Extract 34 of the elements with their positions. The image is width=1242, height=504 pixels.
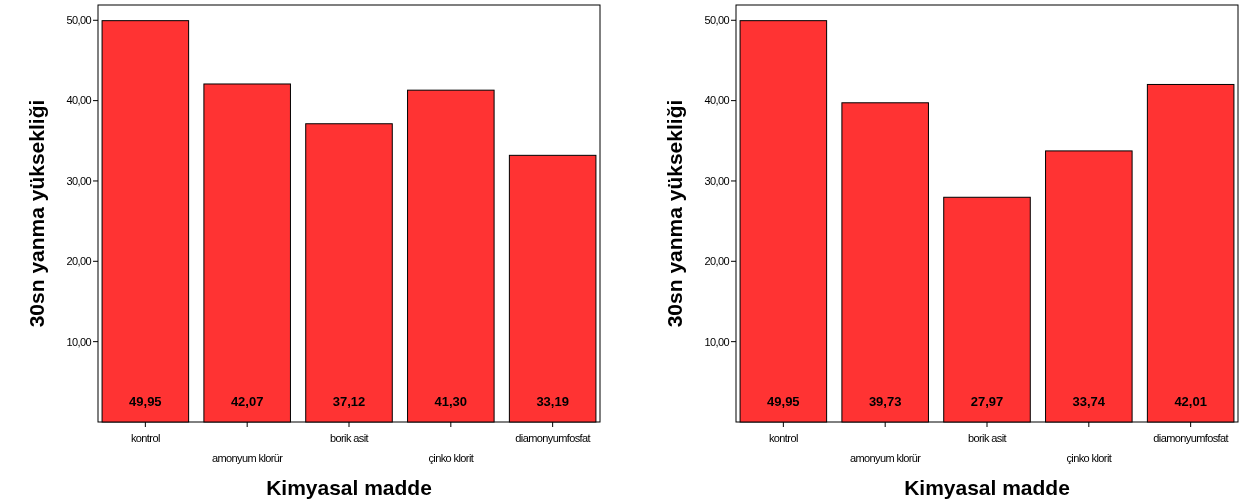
x-tick-label: çinko klorit bbox=[1066, 452, 1112, 464]
data-label: 27,97 bbox=[970, 394, 1004, 409]
y-tick-label: 50,00 bbox=[704, 14, 730, 27]
y-tick-label: 40,00 bbox=[704, 94, 730, 107]
y-tick-label: 40,00 bbox=[66, 94, 92, 107]
y-tick-label: 10,00 bbox=[66, 335, 92, 348]
y-tick-label: 30,00 bbox=[66, 174, 92, 187]
x-tick-label: borik asit bbox=[967, 432, 1007, 444]
y-tick-label: 20,00 bbox=[66, 255, 92, 268]
x-tick-label: borik asit bbox=[329, 432, 369, 444]
data-label: 33,19 bbox=[536, 394, 569, 409]
data-label: 42,07 bbox=[230, 394, 264, 409]
x-tick-label: amonyum klorür bbox=[211, 452, 284, 464]
y-tick-label: 10,00 bbox=[704, 335, 730, 348]
y-axis-title: 30sn yanma yüksekliği bbox=[25, 99, 48, 328]
y-tick-label: 50,00 bbox=[66, 14, 92, 27]
x-tick-label: kontrol bbox=[768, 432, 798, 444]
data-label: 41,30 bbox=[434, 394, 468, 409]
x-tick-label: diamonyumfosfat bbox=[1153, 432, 1229, 444]
x-tick-label: kontrol bbox=[130, 432, 160, 444]
data-label: 49,95 bbox=[129, 394, 162, 409]
y-tick-label: 30,00 bbox=[704, 174, 730, 187]
data-label: 33,74 bbox=[1072, 394, 1106, 409]
x-tick-label: amonyum klorür bbox=[849, 452, 922, 464]
data-label: 42,01 bbox=[1174, 394, 1207, 409]
data-label: 49,95 bbox=[767, 394, 800, 409]
data-label: 39,73 bbox=[868, 394, 902, 409]
y-tick-label: 20,00 bbox=[704, 255, 730, 268]
x-axis-title: Kimyasal madde bbox=[266, 476, 432, 499]
y-axis-title: 30sn yanma yüksekliği bbox=[663, 99, 686, 328]
data-label: 37,12 bbox=[332, 394, 366, 409]
x-tick-label: diamonyumfosfat bbox=[515, 432, 591, 444]
x-axis-title: Kimyasal madde bbox=[904, 476, 1070, 499]
x-tick-label: çinko klorit bbox=[428, 452, 474, 464]
